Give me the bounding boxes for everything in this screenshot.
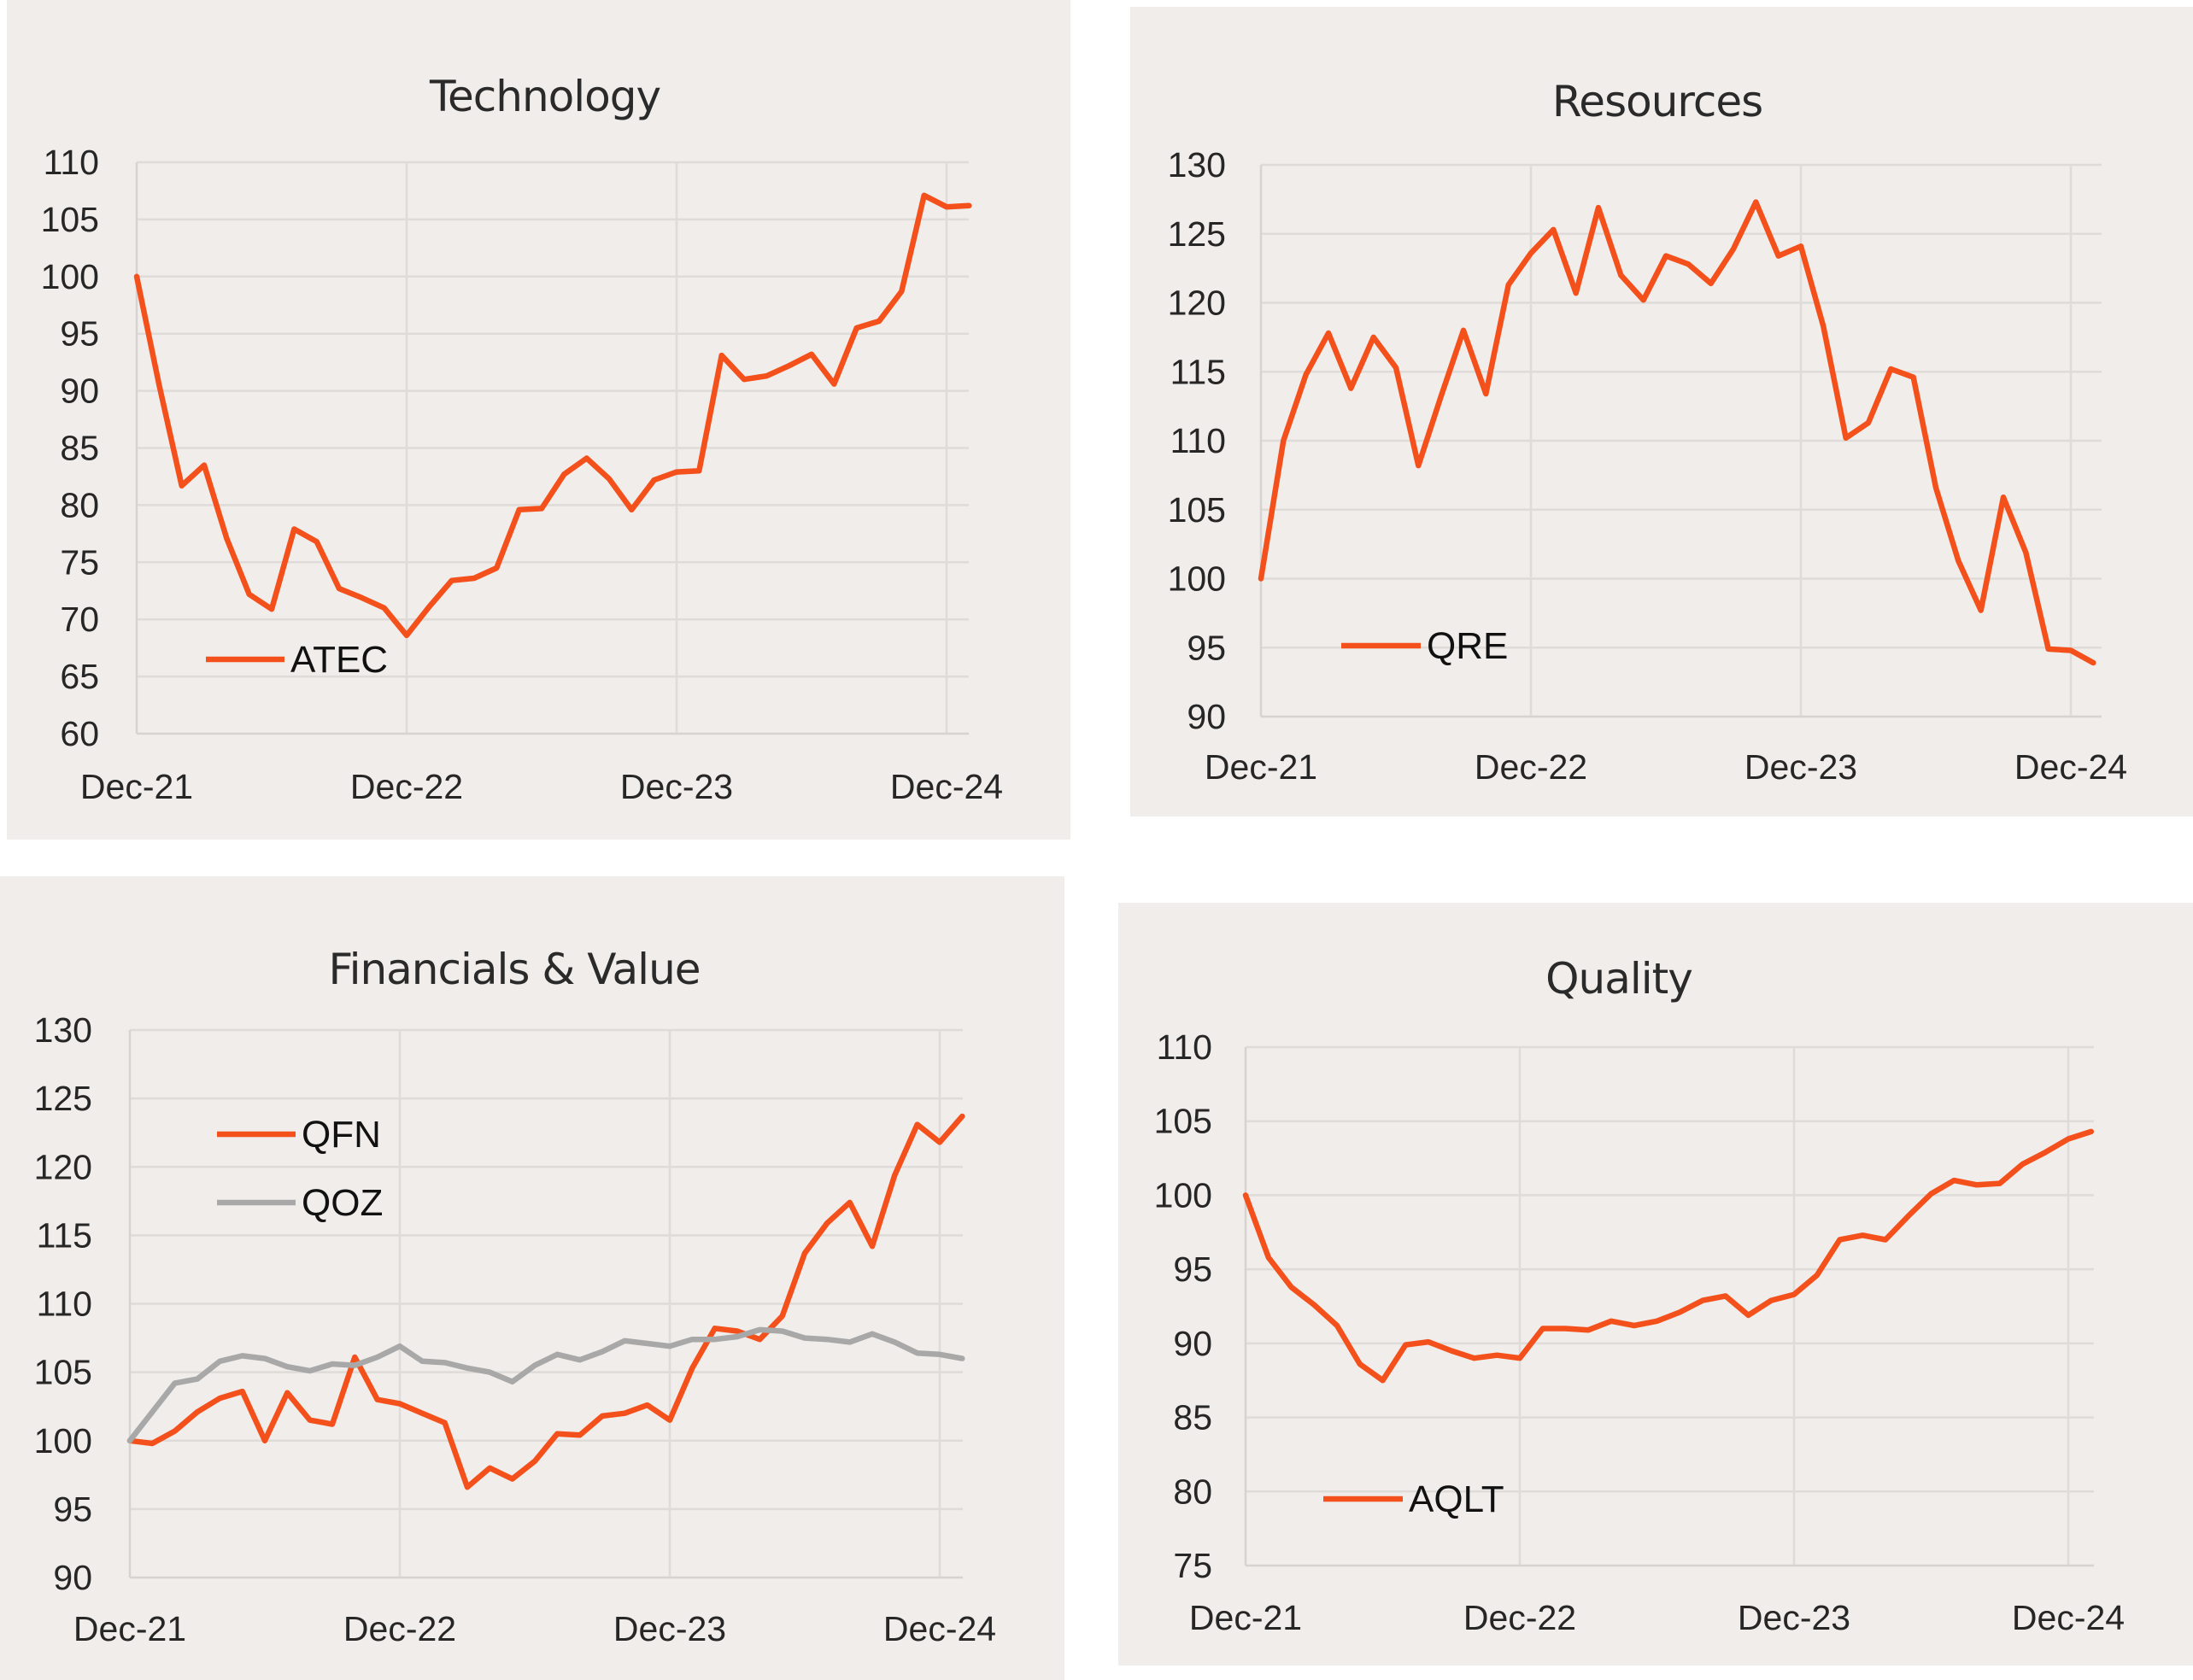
quality-x-tick-label: Dec-21: [1189, 1598, 1302, 1637]
technology-y-tick-label: 80: [60, 485, 99, 524]
aqlt-series-line: [1242, 1128, 2095, 1384]
technology-x-tick-label: Dec-23: [620, 767, 733, 806]
quality-x-tick-label: Dec-23: [1738, 1598, 1850, 1637]
resources-x-tick-label: Dec-22: [1475, 747, 1587, 787]
financials-value-chart: Financials & Value 90 95 100 105 110 115 120 12…: [34, 945, 997, 1648]
resources-y-tick-label: 120: [1168, 284, 1226, 323]
resources-y-tick-label: 110: [1170, 421, 1226, 460]
resources-y-tick-label: 90: [1187, 697, 1226, 736]
qoz-legend-label: QOZ: [302, 1182, 383, 1224]
financials-value-chart-title: Financials & Value: [328, 945, 700, 994]
financials-value-y-tick-label: 130: [34, 1010, 92, 1050]
quality-y-tick-label: 90: [1173, 1324, 1212, 1363]
atec-legend-label: ATEC: [290, 639, 388, 681]
resources-y-tick-label: 125: [1168, 214, 1226, 254]
resources-chart-panel: Resources 90 95 100 105 110 115 120 125 130 Dec-2…: [1130, 7, 2193, 817]
atec-series-line: [133, 192, 972, 639]
technology-y-tick-label: 90: [60, 372, 99, 411]
technology-y-tick-label: 70: [60, 600, 99, 639]
technology-y-tick-label: 65: [60, 657, 99, 696]
resources-y-tick-label: 100: [1168, 559, 1226, 599]
technology-chart-panel: Technology 60 65 70 75 80 85 90 95 100 105 110 Dec-…: [7, 0, 1070, 840]
technology-y-tick-label: 85: [60, 429, 99, 468]
quality-y-tick-label: 100: [1154, 1175, 1212, 1215]
resources-x-tick-label: Dec-24: [2014, 747, 2127, 787]
technology-y-tick-label: 100: [41, 257, 99, 296]
financials-value-y-tick-label: 110: [37, 1285, 92, 1324]
resources-x-tick-label: Dec-23: [1744, 747, 1857, 787]
quality-y-tick-label: 95: [1173, 1250, 1212, 1289]
quality-chart-title: Quality: [1545, 954, 1692, 1004]
technology-y-tick-label: 110: [44, 143, 99, 182]
qfn-series-line: [126, 1113, 965, 1490]
technology-x-tick-label: Dec-22: [350, 767, 463, 806]
quality-chart: Quality 75 80 85 90 95 100 105 110 Dec-21 Dec-22 D…: [1154, 954, 2126, 1637]
resources-chart-title: Resources: [1552, 77, 1762, 126]
financials-value-x-tick-label: Dec-21: [73, 1609, 186, 1648]
financials-value-y-tick-label: 120: [34, 1147, 92, 1186]
qfn-legend-label: QFN: [302, 1114, 381, 1156]
qre-series-line: [1258, 199, 2096, 666]
financials-value-x-tick-label: Dec-23: [613, 1609, 726, 1648]
quality-y-tick-label: 75: [1173, 1546, 1212, 1585]
resources-chart: Resources 90 95 100 105 110 115 120 125 130 Dec-2…: [1168, 77, 2128, 787]
resources-y-tick-label: 105: [1168, 490, 1226, 530]
quality-y-tick-label: 110: [1157, 1027, 1212, 1067]
quality-chart-panel: Quality 75 80 85 90 95 100 105 110 Dec-21 Dec-22 D…: [1118, 903, 2193, 1665]
financials-value-y-tick-label: 105: [34, 1353, 92, 1392]
resources-y-tick-label: 95: [1187, 628, 1226, 667]
aqlt-legend-label: AQLT: [1409, 1478, 1504, 1520]
quality-y-tick-label: 105: [1154, 1102, 1212, 1141]
technology-x-tick-label: Dec-24: [890, 767, 1003, 806]
technology-y-tick-label: 95: [60, 314, 99, 354]
financials-value-x-tick-label: Dec-22: [343, 1609, 456, 1648]
technology-y-tick-label: 60: [60, 714, 99, 753]
financials-value-y-tick-label: 100: [34, 1421, 92, 1460]
technology-chart: Technology 60 65 70 75 80 85 90 95 100 105 110 Dec-…: [41, 72, 1004, 806]
technology-chart-title: Technology: [429, 72, 660, 121]
technology-y-tick-label: 105: [41, 200, 99, 239]
technology-y-tick-label: 75: [60, 542, 99, 582]
resources-y-tick-label: 115: [1170, 352, 1226, 391]
financials-value-y-tick-label: 125: [34, 1079, 92, 1118]
financials-value-x-tick-label: Dec-24: [883, 1609, 996, 1648]
resources-x-tick-label: Dec-21: [1205, 747, 1317, 787]
quality-y-tick-label: 80: [1173, 1472, 1212, 1511]
financials-value-chart-panel: Financials & Value 90 95 100 105 110 115 120 12…: [0, 876, 1064, 1680]
resources-y-tick-label: 130: [1168, 145, 1226, 184]
quality-y-tick-label: 85: [1173, 1398, 1212, 1437]
qre-legend-label: QRE: [1427, 625, 1508, 667]
quality-x-tick-label: Dec-24: [2012, 1598, 2125, 1637]
quality-x-tick-label: Dec-22: [1463, 1598, 1576, 1637]
financials-value-y-tick-label: 90: [53, 1558, 92, 1597]
qoz-series-line: [126, 1326, 965, 1444]
financials-value-y-tick-label: 115: [37, 1215, 92, 1255]
financials-value-y-tick-label: 95: [53, 1490, 92, 1529]
technology-x-tick-label: Dec-21: [80, 767, 193, 806]
